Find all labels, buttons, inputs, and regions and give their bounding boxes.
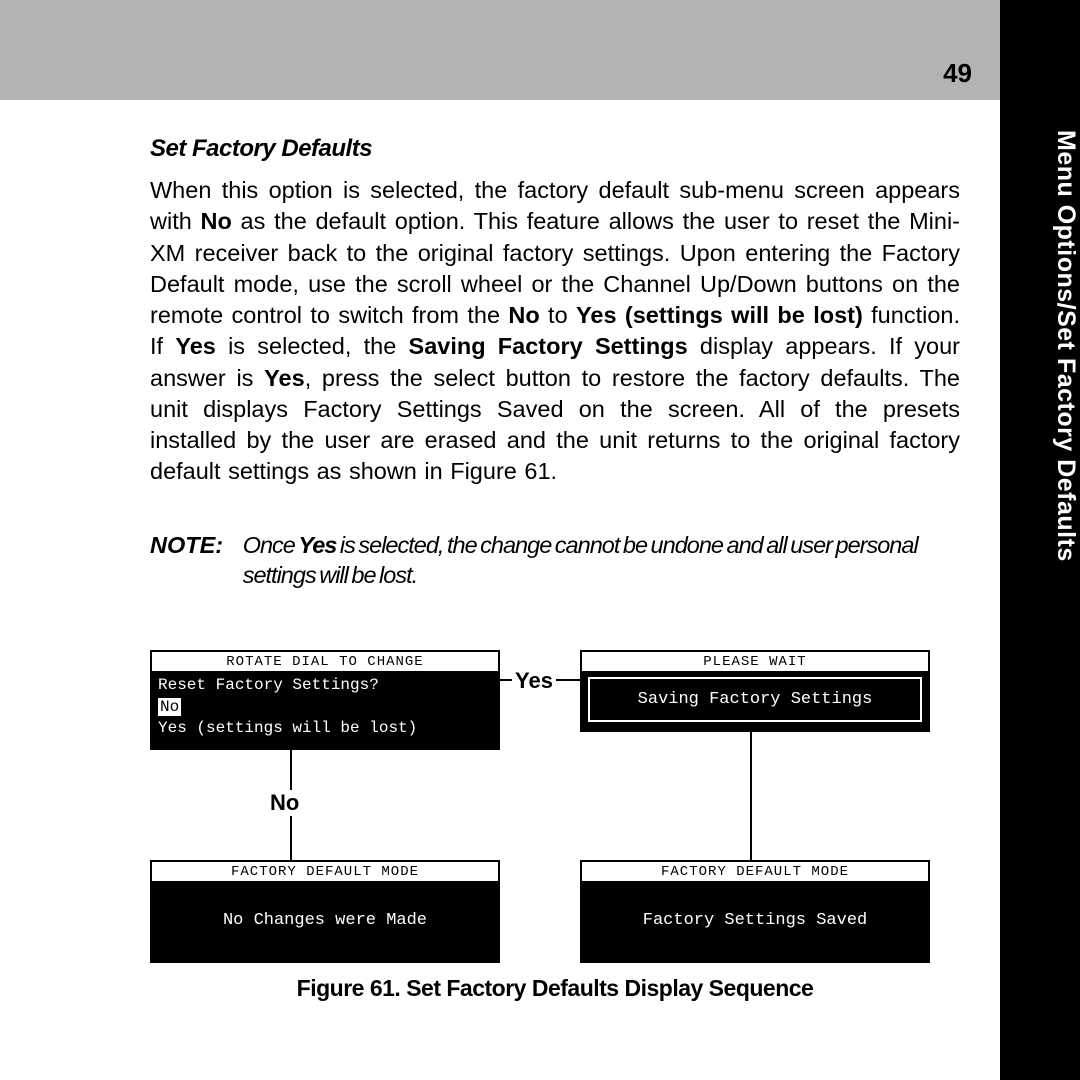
body-text: to	[540, 302, 576, 328]
note-seg: is selected, the change cannot be undone…	[243, 532, 918, 588]
note-text: Once Yes is selected, the change cannot …	[243, 530, 960, 590]
branch-label-yes: Yes	[512, 668, 556, 694]
screen-header: FACTORY DEFAULT MODE	[582, 862, 928, 881]
branch-label-no: No	[267, 790, 302, 816]
note-block: NOTE: Once Yes is selected, the change c…	[150, 530, 960, 590]
page-number: 49	[943, 58, 972, 89]
body-bold: No	[508, 302, 539, 328]
screen-body: Saving Factory Settings	[582, 671, 928, 728]
figure-caption: Figure 61. Set Factory Defaults Display …	[150, 975, 960, 1002]
screen-header: PLEASE WAIT	[582, 652, 928, 671]
header-bar	[0, 0, 1080, 100]
note-bold: Yes	[298, 532, 336, 558]
screen-line: Yes (settings will be lost)	[158, 718, 492, 740]
screen-no-changes: FACTORY DEFAULT MODE No Changes were Mad…	[150, 860, 500, 963]
screen-reset-prompt: ROTATE DIAL TO CHANGE Reset Factory Sett…	[150, 650, 500, 750]
screen-settings-saved: FACTORY DEFAULT MODE Factory Settings Sa…	[580, 860, 930, 963]
screen-line: Reset Factory Settings?	[158, 675, 492, 697]
body-bold: Yes	[175, 333, 216, 359]
screen-center-text: Factory Settings Saved	[582, 881, 928, 959]
screen-header: FACTORY DEFAULT MODE	[152, 862, 498, 881]
screen-line-highlight: No	[158, 698, 181, 716]
side-tab-label: Menu Options/Set Factory Defaults	[1000, 130, 1080, 562]
body-bold: Yes	[264, 365, 305, 391]
screen-center-text: No Changes were Made	[152, 881, 498, 959]
note-seg: Once	[243, 532, 299, 558]
body-bold: No	[201, 208, 232, 234]
screen-please-wait: PLEASE WAIT Saving Factory Settings	[580, 650, 930, 732]
content-area: Set Factory Defaults When this option is…	[150, 135, 960, 590]
flowchart-diagram: ROTATE DIAL TO CHANGE Reset Factory Sett…	[150, 650, 960, 970]
note-label: NOTE:	[150, 530, 243, 590]
body-text: is selected, the	[216, 333, 409, 359]
screen-header: ROTATE DIAL TO CHANGE	[152, 652, 498, 671]
side-tab: Menu Options/Set Factory Defaults	[1000, 0, 1080, 1080]
body-bold: Saving Factory Settings	[409, 333, 688, 359]
screen-body: Reset Factory Settings? No Yes (settings…	[152, 671, 498, 744]
body-paragraph: When this option is selected, the factor…	[150, 175, 960, 488]
section-title: Set Factory Defaults	[150, 135, 960, 163]
connector-right-v	[750, 732, 752, 860]
screen-center-text: Saving Factory Settings	[588, 677, 922, 722]
body-bold: Yes (settings will be lost)	[576, 302, 863, 328]
